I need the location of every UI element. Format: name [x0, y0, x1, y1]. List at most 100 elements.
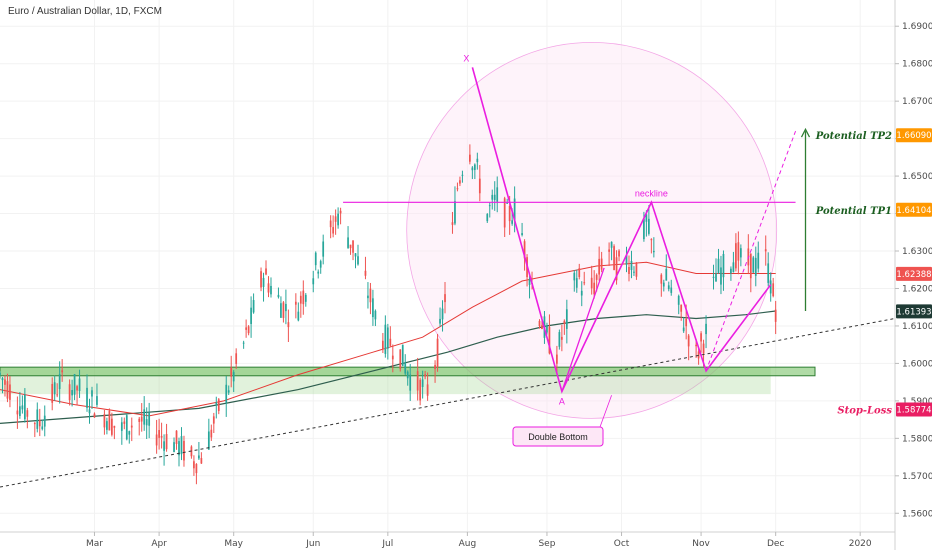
candle-body [730, 268, 732, 274]
x-tick-label: Dec [767, 539, 784, 549]
candle-body [339, 210, 342, 214]
candle-body [424, 374, 426, 377]
candle-body [143, 409, 146, 425]
x-tick-label: Nov [692, 539, 710, 549]
candle-body [265, 268, 267, 275]
candle-body [364, 270, 367, 276]
candle-body [717, 258, 720, 273]
candle-body [163, 441, 165, 451]
candle-body [434, 364, 436, 370]
candle-body [88, 409, 91, 414]
candle-body [210, 429, 213, 438]
candle-body [454, 201, 456, 224]
candle-body [685, 318, 688, 327]
candle-body [613, 246, 615, 271]
candle-body [267, 283, 270, 293]
candle-body [195, 464, 198, 474]
price-badge [896, 266, 932, 281]
y-tick-label: 1.60000 [902, 359, 932, 369]
candle-body [235, 353, 238, 364]
candle-body [227, 390, 230, 393]
candle-body [757, 252, 760, 269]
candle-body [4, 379, 6, 385]
candle-body [317, 271, 320, 274]
candle-body [294, 301, 297, 305]
candle-body [91, 390, 93, 397]
candle-body [299, 295, 302, 304]
candle-body [36, 409, 39, 429]
candle-body [198, 455, 200, 459]
candle-body [354, 253, 357, 257]
candle-body [23, 394, 26, 420]
candle-body [662, 282, 665, 287]
candle-body [578, 268, 581, 278]
candle-body [419, 379, 422, 401]
chart-title: Euro / Australian Dollar, 1D, FXCM [8, 6, 162, 17]
candle-body [103, 414, 106, 428]
candle-body [700, 333, 702, 342]
candle-body [183, 440, 185, 461]
candle-body [367, 295, 369, 299]
candle-body [513, 198, 516, 221]
candle-body [749, 253, 752, 279]
candle-body [635, 262, 638, 277]
candle-body [508, 205, 511, 222]
candle-body [381, 340, 384, 350]
candle-body [660, 274, 663, 284]
candle-body [645, 214, 648, 222]
candle-body [337, 213, 339, 226]
candle-body [441, 308, 444, 320]
candle-body [633, 271, 635, 273]
candle-body [158, 430, 160, 438]
projection-line [705, 130, 797, 372]
candle-body [21, 405, 24, 410]
moving-averages [0, 261, 776, 424]
candle-body [386, 327, 389, 349]
candle-body [178, 441, 180, 456]
price-badge-label: 1.61393 [896, 307, 931, 317]
candle-body [1, 378, 4, 381]
price-badge [896, 202, 932, 217]
candle-body [538, 320, 541, 326]
candle-body [9, 384, 11, 400]
candle-body [565, 309, 568, 329]
candle-body [486, 214, 489, 222]
candle-body [193, 461, 195, 469]
candle-body [752, 257, 755, 273]
candle-body [53, 382, 56, 395]
candle-body [349, 244, 352, 249]
candle-body [73, 374, 76, 395]
y-tick-label: 1.67000 [902, 97, 932, 107]
candle-body [297, 311, 300, 321]
candle-body [648, 218, 650, 234]
candle-body [421, 379, 424, 387]
x-tick-label: Apr [151, 539, 167, 549]
candle-body [459, 180, 461, 184]
candle-body [245, 327, 247, 330]
candle-body [630, 260, 633, 271]
candle-body [511, 220, 514, 224]
candle-body [96, 396, 98, 405]
candle-body [523, 241, 526, 259]
candle-body [426, 384, 429, 396]
candle-body [444, 294, 446, 303]
candle-body [556, 354, 558, 364]
candle-body [232, 372, 235, 382]
callout-pointer [599, 395, 612, 428]
candle-body [478, 178, 481, 194]
candle-body [120, 422, 123, 431]
pattern-zigzag [471, 67, 772, 394]
candle-body [270, 285, 272, 295]
price-badge-label: 1.66090 [896, 131, 931, 141]
y-tick-label: 1.57000 [902, 472, 932, 482]
ma-red-line [0, 261, 776, 417]
tp2-label: Potential TP2 [815, 131, 892, 142]
ma-green-line [0, 310, 776, 424]
candle-body [439, 318, 441, 324]
candle-body [26, 410, 29, 417]
candle-body [160, 435, 163, 438]
candle-body [287, 322, 290, 328]
candle-body [108, 410, 111, 431]
